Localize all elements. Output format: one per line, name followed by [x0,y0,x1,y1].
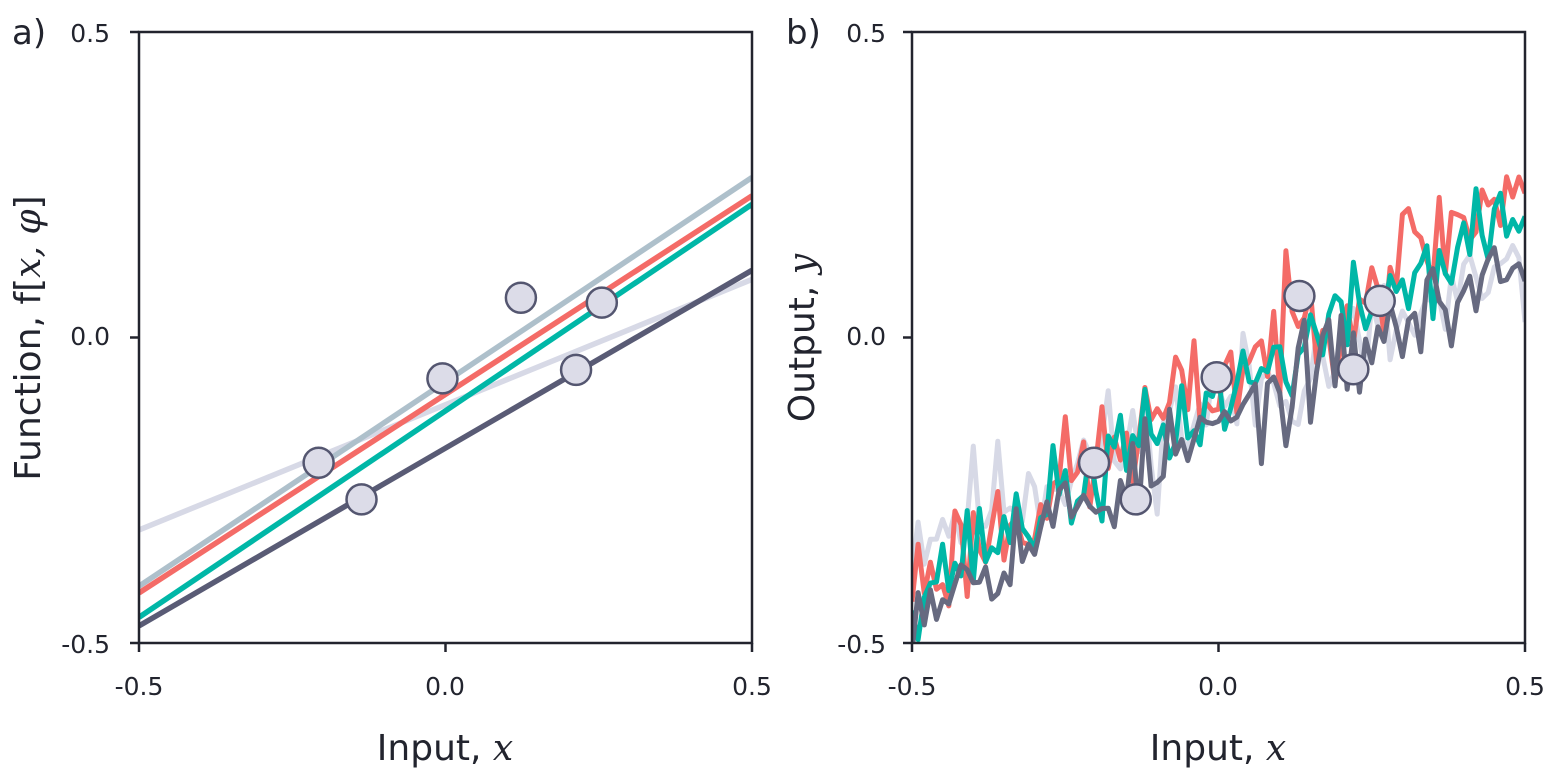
panel-b-ytick-top: 0.5 [846,19,886,48]
panel-b-data-point [1119,483,1152,516]
panel-a-xlabel: Input, x [377,728,513,769]
panel-b-xlabel-var: x [1266,728,1286,769]
panel-a-data-point [302,446,335,480]
panel-b-line-slate [912,245,1525,643]
panel-b-data-point [1283,279,1316,313]
panel-b-xtick-mid: 0.0 [1198,672,1238,701]
panel-b-data-point [1363,284,1396,318]
panel-a-ylabel-text: Function, f[ [8,278,49,481]
panel-a-ylabel: Function, f[x, φ] [8,195,49,480]
panel-b-ylabel-var: y [782,253,823,276]
panel-a-xlabel-text: Input, [377,728,482,769]
panel-b: b) 0.5 0.0 -0.5 -0.5 0.0 0.5 Input, x Ou… [782,13,1545,769]
panel-b-xtick-left: -0.5 [888,672,937,701]
panel-b-xlabel: Input, x [1150,728,1286,769]
panel-a-line-teal [139,202,752,620]
panel-a-xtick-right: 0.5 [732,672,772,701]
panel-a-ylabel-close: ] [8,195,49,209]
panel-a-data-points [302,281,619,516]
panel-a-ytick-mid: 0.0 [70,322,110,351]
panel-a-ylabel-var: x, φ [8,209,49,278]
panel-b-data-point [1200,360,1233,394]
panel-b-data-point [1337,353,1370,386]
panel-a-line-slate [139,267,752,629]
panel-a-xtick-mid: 0.0 [425,672,465,701]
panel-b-label: b) [786,13,821,53]
panel-a-data-point [345,483,378,516]
panel-a-xtick-left: -0.5 [115,672,164,701]
panel-b-ticks [903,30,1527,652]
panel-a-ytick-bottom: -0.5 [61,630,110,659]
panel-a-data-point [585,286,619,319]
panel-a-label: a) [12,13,46,53]
panel-b-series-lines [912,174,1525,643]
panel-b-data-points [1077,279,1396,516]
panel-a-xlabel-var: x [493,728,513,769]
panel-a-series-lines [139,175,752,629]
panel-a-line-lavender [139,276,752,533]
panel-b-data-point [1077,446,1111,480]
panel-a-frame [137,30,754,645]
panel-b-xtick-right: 0.5 [1505,672,1545,701]
panel-a-ticks [130,30,754,652]
panel-a-data-point [426,362,459,395]
panel-b-ylabel-text: Output, [782,286,823,423]
panel-b-ytick-bottom: -0.5 [837,630,886,659]
panel-a-ytick-top: 0.5 [70,19,110,48]
panel-b-ytick-mid: 0.0 [846,322,886,351]
panel-a-data-point [559,353,593,387]
panel-a-data-point [504,281,538,315]
panel-a: a) 0.5 0.0 -0.5 -0.5 0.0 0.5 Input, x Fu… [8,13,772,769]
panel-b-ylabel: Output, y [782,253,823,422]
panel-b-xlabel-text: Input, [1150,728,1255,769]
